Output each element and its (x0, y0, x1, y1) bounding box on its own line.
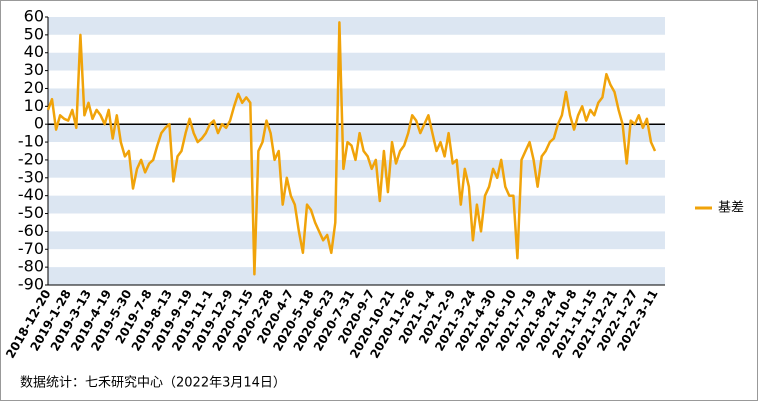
band (48, 231, 665, 250)
y-tick-label: -30 (18, 167, 44, 186)
legend-label: 基差 (718, 201, 744, 216)
data-line (46, 21, 657, 276)
y-tick-label: 10 (24, 96, 44, 115)
y-tick-label: 60 (24, 7, 44, 26)
band (48, 17, 665, 35)
band (48, 52, 665, 71)
band (48, 106, 665, 125)
y-tick-label: 40 (24, 42, 44, 61)
y-tick-label: -20 (18, 149, 44, 168)
y-tick-label: -10 (18, 132, 44, 151)
y-tick-label: -50 (18, 203, 44, 222)
band (48, 88, 665, 107)
band (48, 159, 665, 178)
band (48, 34, 665, 53)
y-tick-label: -60 (18, 221, 44, 240)
y-tick-label: 20 (24, 78, 44, 97)
band (48, 267, 665, 285)
band (48, 177, 665, 196)
y-tick-label: -70 (18, 239, 44, 258)
y-tick-label: -40 (18, 185, 44, 204)
y-tick-label: 0 (34, 114, 44, 133)
band (48, 195, 665, 214)
band (48, 249, 665, 268)
y-tick-label: 30 (24, 60, 44, 79)
band (48, 213, 665, 232)
y-tick-label: -90 (18, 275, 44, 294)
footnote: 数据统计：七禾研究中心（2022年3月14日） (20, 376, 286, 391)
y-tick-label: 50 (24, 24, 44, 43)
band (48, 70, 665, 89)
y-tick-label: -80 (18, 257, 44, 276)
